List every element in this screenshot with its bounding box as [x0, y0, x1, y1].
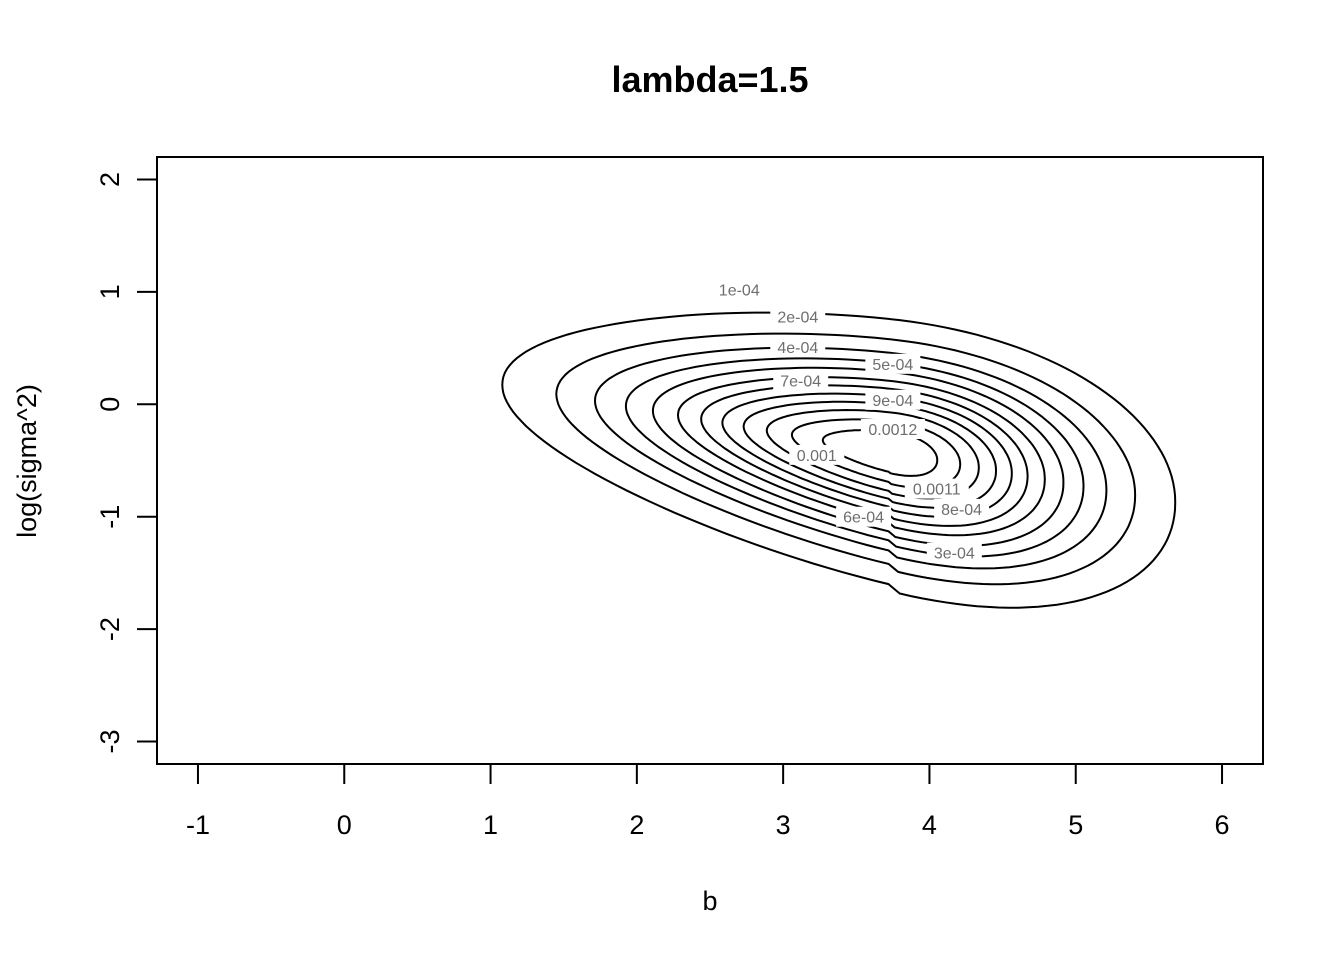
x-tick-label: 3	[776, 810, 791, 840]
x-tick-label: 1	[483, 810, 498, 840]
x-tick-label: 0	[337, 810, 352, 840]
y-tick-label: 1	[95, 284, 125, 299]
contour-label-gap	[926, 542, 982, 563]
contour-label-gap	[865, 353, 921, 374]
x-tick-label: 2	[629, 810, 644, 840]
contour-lines: 1e-04 2e-04 3e-04 4e-04 5e-04 6e-04 7e-04 8e-04…	[501, 279, 1177, 609]
y-tick-label: -1	[95, 505, 125, 529]
contour-3e-04	[593, 346, 1108, 570]
contour-label-gap	[904, 478, 969, 499]
x-tick-label: 6	[1215, 810, 1230, 840]
contour-label: 5e-04	[872, 357, 913, 374]
contour-label-gap	[865, 389, 921, 410]
contour-label-gap	[770, 306, 826, 327]
contour-label-gap	[934, 498, 990, 519]
contour-label: 6e-04	[843, 510, 884, 527]
contour-6e-04	[676, 376, 1046, 537]
x-tick-label: 5	[1068, 810, 1083, 840]
y-axis: -3 -2 -1 0 1 2	[95, 172, 158, 754]
x-axis-label: b	[702, 886, 717, 916]
contour-7e-04	[700, 384, 1029, 527]
contour-1e-04	[501, 311, 1177, 609]
plot-frame	[156, 156, 1264, 765]
y-axis-label: log(sigma^2)	[12, 384, 42, 538]
contour-label-gap	[860, 419, 925, 440]
contour-4e-04	[624, 357, 1085, 558]
contour-label: 1e-04	[719, 283, 760, 300]
contour-label-gap	[711, 279, 767, 300]
contour-label-gap	[773, 370, 829, 391]
contour-label-gap	[836, 506, 892, 527]
contour-label: 0.0012	[868, 422, 917, 439]
x-tick-label: 4	[922, 810, 937, 840]
y-tick-label: -3	[95, 730, 125, 754]
contour-2e-04	[555, 332, 1137, 586]
contour-label: 7e-04	[780, 374, 821, 391]
contour-label: 4e-04	[777, 340, 818, 357]
contour-label: 9e-04	[872, 393, 913, 410]
contour-label: 0.001	[797, 448, 837, 465]
chart-title: lambda=1.5	[611, 59, 808, 100]
contour-label: 8e-04	[941, 502, 982, 519]
contour-label-gap	[770, 336, 826, 357]
y-tick-label: 0	[95, 397, 125, 412]
y-tick-label: 2	[95, 172, 125, 187]
contour-label-gap	[789, 444, 845, 465]
y-tick-label: -2	[95, 617, 125, 641]
x-axis: -1 0 1 2 3 4 5 6	[186, 763, 1230, 840]
contour-label: 2e-04	[777, 310, 818, 327]
contour-label: 3e-04	[934, 546, 975, 563]
contour-label: 0.0011	[913, 482, 961, 499]
x-tick-label: -1	[186, 810, 210, 840]
